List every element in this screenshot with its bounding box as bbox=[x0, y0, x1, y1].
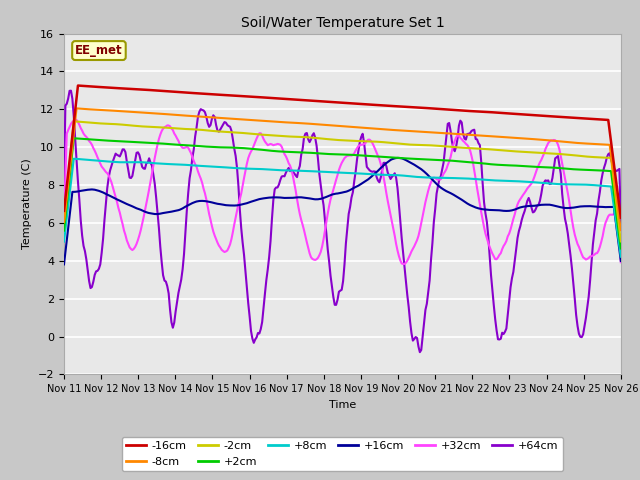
X-axis label: Time: Time bbox=[329, 400, 356, 409]
Legend: -16cm, -8cm, -2cm, +2cm, +8cm, +16cm, +32cm, +64cm: -16cm, -8cm, -2cm, +2cm, +8cm, +16cm, +3… bbox=[122, 437, 563, 471]
Y-axis label: Temperature (C): Temperature (C) bbox=[22, 158, 32, 250]
Text: EE_met: EE_met bbox=[75, 44, 123, 57]
Title: Soil/Water Temperature Set 1: Soil/Water Temperature Set 1 bbox=[241, 16, 444, 30]
